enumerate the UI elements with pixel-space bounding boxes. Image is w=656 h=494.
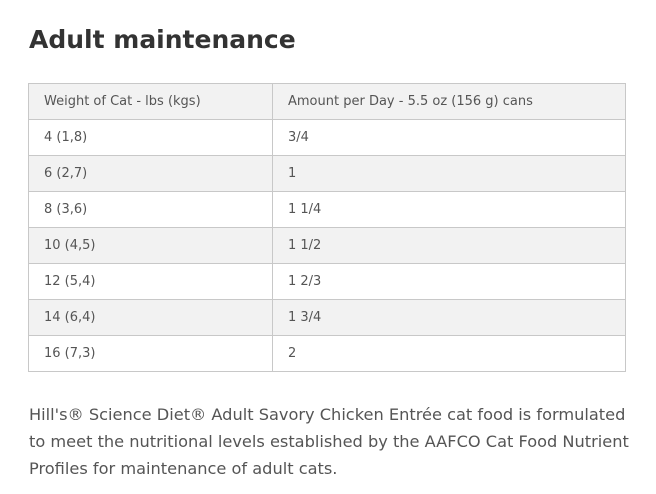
- amount-cell: 1: [272, 155, 626, 192]
- amount-cell: 3/4: [272, 119, 626, 156]
- table-row: 12 (5,4) 1 2/3: [28, 263, 626, 300]
- column-header-weight: Weight of Cat - lbs (kgs): [28, 83, 273, 120]
- table-row: 8 (3,6) 1 1/4: [28, 191, 626, 228]
- weight-cell: 12 (5,4): [28, 263, 273, 300]
- table-row: 4 (1,8) 3/4: [28, 119, 626, 156]
- weight-cell: 10 (4,5): [28, 227, 273, 264]
- column-header-amount: Amount per Day - 5.5 oz (156 g) cans: [272, 83, 626, 120]
- weight-cell: 14 (6,4): [28, 299, 273, 336]
- product-description: Hill's® Science Diet® Adult Savory Chick…: [29, 405, 629, 478]
- weight-cell: 16 (7,3): [28, 335, 273, 372]
- table-row: 14 (6,4) 1 3/4: [28, 299, 626, 336]
- table-header-row: Weight of Cat - lbs (kgs) Amount per Day…: [28, 83, 626, 120]
- amount-cell: 1 2/3: [272, 263, 626, 300]
- feeding-table: Weight of Cat - lbs (kgs) Amount per Day…: [28, 83, 626, 372]
- weight-cell: 6 (2,7): [28, 155, 273, 192]
- section-title: Adult maintenance: [29, 25, 296, 54]
- table-row: 10 (4,5) 1 1/2: [28, 227, 626, 264]
- table-row: 6 (2,7) 1: [28, 155, 626, 192]
- table-row: 16 (7,3) 2: [28, 335, 626, 372]
- amount-cell: 1 3/4: [272, 299, 626, 336]
- weight-cell: 8 (3,6): [28, 191, 273, 228]
- amount-cell: 2: [272, 335, 626, 372]
- amount-cell: 1 1/4: [272, 191, 626, 228]
- weight-cell: 4 (1,8): [28, 119, 273, 156]
- amount-cell: 1 1/2: [272, 227, 626, 264]
